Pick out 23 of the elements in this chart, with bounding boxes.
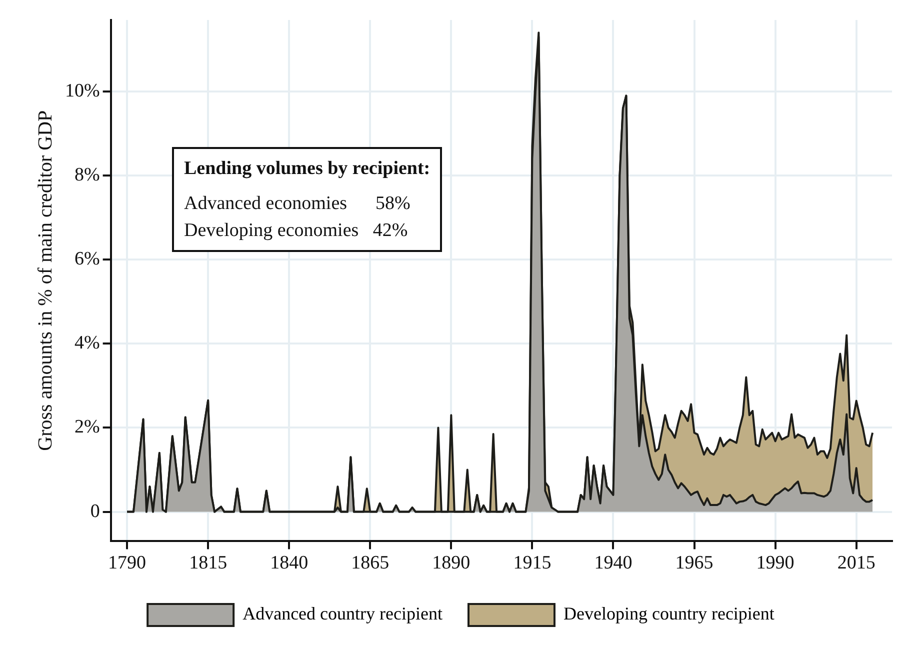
y-tick-label: 4% xyxy=(74,332,100,354)
x-tick-label: 1990 xyxy=(756,552,794,574)
annotation: Lending volumes by recipient: xyxy=(184,157,430,181)
x-tick-label: 2015 xyxy=(837,552,876,574)
x-tick-label: 1865 xyxy=(351,552,390,574)
x-tick-label: 1840 xyxy=(270,552,308,574)
y-tick-label: 2% xyxy=(74,416,100,438)
y-tick-label: 8% xyxy=(74,164,100,186)
x-tick-label: 1940 xyxy=(594,552,632,574)
note-box: Lending volumes by recipient: Advanced economies 58% Developing economies 42% xyxy=(172,147,442,252)
legend-label: Advanced country recipient xyxy=(242,604,442,624)
annotation: Developing economies 42% xyxy=(184,219,409,243)
x-tick-label: 1965 xyxy=(675,552,714,574)
x-tick-label: 1915 xyxy=(513,552,552,574)
y-tick-label: 0 xyxy=(90,500,100,522)
y-tick-label: 6% xyxy=(74,248,100,270)
x-tick-label: 1815 xyxy=(189,552,228,574)
y-axis-title: Gross amounts in % of main creditor GDP xyxy=(34,110,56,451)
x-tick-label: 1890 xyxy=(432,552,470,574)
legend-label: Developing country recipient xyxy=(563,604,774,624)
y-tick-label: 10% xyxy=(65,80,100,102)
annotation: Advanced economies 58% xyxy=(184,192,412,216)
x-tick-label: 1790 xyxy=(108,552,146,574)
